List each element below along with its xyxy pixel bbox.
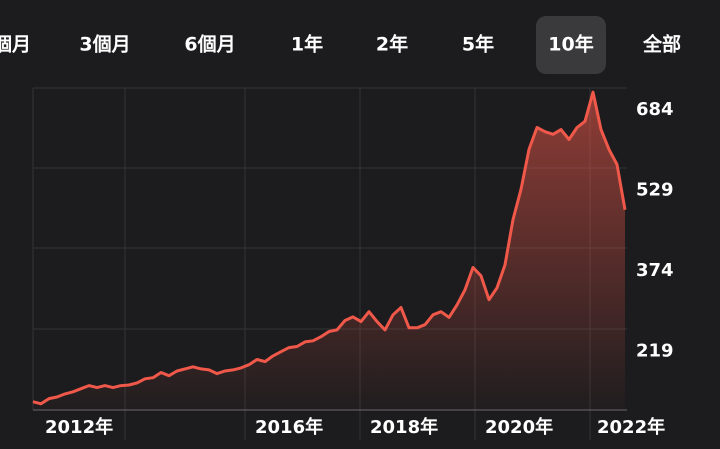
y-tick-label: 684 [636,99,674,120]
period-tab[interactable]: 6個月 [184,34,235,56]
y-tick-label: 529 [636,179,674,200]
period-tab[interactable]: 全部 [642,33,681,56]
selected-tab-bg [536,16,606,74]
period-tab[interactable]: 2年 [376,33,408,56]
period-tab[interactable]: 1年 [291,33,323,56]
x-tick-label: 2012年 [45,416,113,438]
x-tick-label: 2018年 [370,416,438,438]
period-tab[interactable]: 5年 [462,33,494,56]
x-tick-label: 2020年 [485,416,553,438]
period-tab[interactable]: 3個月 [79,34,130,56]
y-tick-label: 374 [636,260,674,281]
x-tick-label: 2016年 [255,416,323,438]
price-line [32,90,627,406]
x-tick-label: 2022年 [597,416,665,438]
period-tab[interactable]: 10年 [548,33,593,56]
period-tab[interactable]: 個月 [0,34,31,56]
area-fill [33,92,625,410]
y-tick-label: 219 [636,341,674,362]
